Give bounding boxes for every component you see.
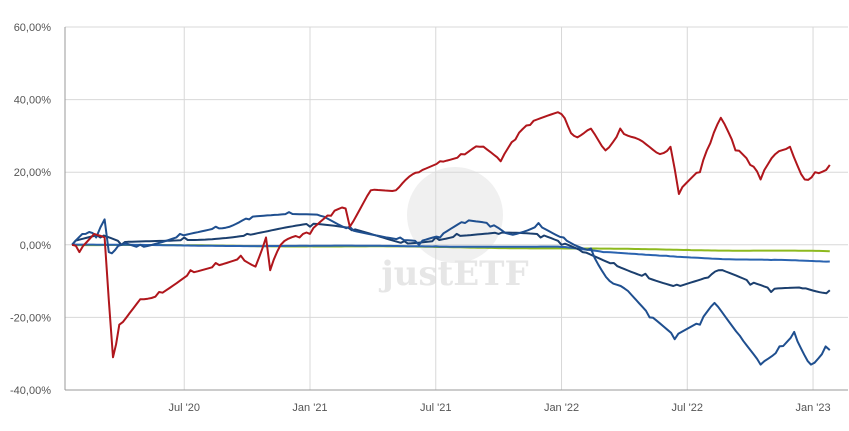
x-tick-label: Jan '23 bbox=[795, 402, 830, 414]
watermark-text: justETF bbox=[378, 254, 528, 294]
y-tick-label: 0,00% bbox=[20, 240, 51, 252]
x-tick-label: Jan '22 bbox=[544, 402, 579, 414]
y-tick-label: -40,00% bbox=[10, 385, 51, 397]
series-line-dark-blue bbox=[71, 222, 831, 295]
series-line-red bbox=[71, 111, 831, 359]
x-tick-label: Jul '21 bbox=[420, 402, 451, 414]
y-tick-label: 60,00% bbox=[14, 22, 52, 34]
series-line-blue bbox=[71, 211, 831, 366]
x-tick-label: Jul '22 bbox=[672, 402, 703, 414]
y-tick-label: 40,00% bbox=[14, 95, 52, 107]
x-tick-label: Jul '20 bbox=[169, 402, 200, 414]
series-line-light-blue bbox=[72, 243, 830, 263]
y-tick-label: -20,00% bbox=[10, 312, 51, 324]
y-tick-label: 20,00% bbox=[14, 167, 52, 179]
x-tick-label: Jan '21 bbox=[292, 402, 327, 414]
